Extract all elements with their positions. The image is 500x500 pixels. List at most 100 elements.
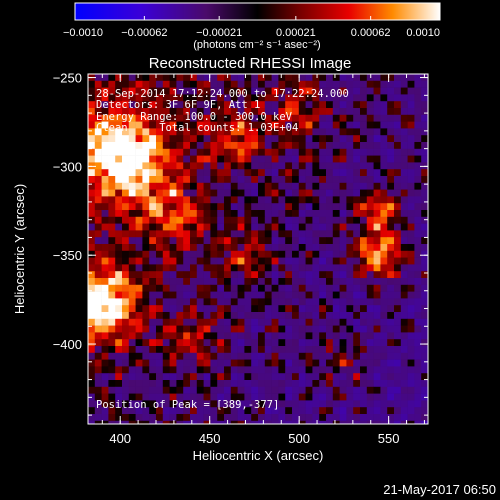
- heatmap-cell: [285, 284, 293, 292]
- heatmap-cell: [373, 210, 381, 218]
- heatmap-cell: [94, 352, 102, 360]
- heatmap-cell: [128, 176, 136, 184]
- heatmap-cell: [332, 257, 340, 265]
- heatmap-cell: [94, 312, 102, 320]
- heatmap-cell: [217, 298, 225, 306]
- heatmap-cell: [421, 80, 428, 88]
- heatmap-cell: [230, 346, 238, 354]
- heatmap-cell: [400, 196, 408, 204]
- heatmap-cell: [285, 414, 293, 422]
- heatmap-cell: [387, 250, 395, 258]
- heatmap-cell: [230, 380, 238, 388]
- heatmap-cell: [230, 216, 238, 224]
- heatmap-cell: [353, 237, 361, 245]
- heatmap-cell: [258, 182, 266, 190]
- heatmap-cell: [346, 203, 354, 211]
- heatmap-cell: [183, 278, 191, 286]
- heatmap-cell: [326, 414, 334, 422]
- heatmap-cell: [169, 414, 177, 422]
- heatmap-cell: [353, 346, 361, 354]
- heatmap-cell: [94, 114, 102, 122]
- heatmap-cell: [230, 271, 238, 279]
- heatmap-cell: [237, 312, 245, 320]
- heatmap-cell: [332, 142, 340, 150]
- heatmap-cell: [373, 400, 381, 408]
- heatmap-cell: [414, 128, 422, 136]
- heatmap-cell: [305, 155, 313, 163]
- heatmap-cell: [210, 359, 218, 367]
- heatmap-cell: [326, 114, 334, 122]
- heatmap-cell: [196, 366, 204, 374]
- heatmap-cell: [394, 318, 402, 326]
- heatmap-cell: [387, 121, 395, 129]
- heatmap-cell: [326, 101, 334, 109]
- heatmap-cell: [94, 176, 102, 184]
- heatmap-cell: [332, 155, 340, 163]
- heatmap-cell: [339, 108, 347, 116]
- heatmap-cell: [196, 135, 204, 143]
- heatmap-cell: [373, 196, 381, 204]
- heatmap-cell: [230, 114, 238, 122]
- heatmap-cell: [176, 155, 184, 163]
- heatmap-cell: [380, 223, 388, 231]
- heatmap-cell: [156, 318, 164, 326]
- heatmap-cell: [115, 94, 123, 102]
- heatmap-cell: [108, 189, 116, 197]
- heatmap-cell: [244, 420, 252, 424]
- heatmap-cell: [176, 291, 184, 299]
- heatmap-cell: [115, 414, 123, 422]
- heatmap-cell: [394, 176, 402, 184]
- heatmap-cell: [183, 250, 191, 258]
- heatmap-cell: [414, 80, 422, 88]
- heatmap-cell: [88, 298, 96, 306]
- heatmap-cell: [346, 142, 354, 150]
- heatmap-cell: [176, 74, 184, 82]
- heatmap-cell: [217, 332, 225, 340]
- heatmap-cell: [183, 257, 191, 265]
- heatmap-cell: [292, 101, 300, 109]
- heatmap-cell: [394, 230, 402, 238]
- heatmap-cell: [196, 230, 204, 238]
- heatmap-cell: [217, 271, 225, 279]
- heatmap-cell: [264, 325, 272, 333]
- heatmap-cell: [312, 339, 320, 347]
- heatmap-cell: [190, 414, 198, 422]
- heatmap-cell: [319, 257, 327, 265]
- heatmap-cell: [128, 393, 136, 401]
- heatmap-cell: [394, 216, 402, 224]
- x-tick-label: 500: [288, 431, 310, 446]
- heatmap-cell: [142, 114, 150, 122]
- heatmap-cell: [203, 312, 211, 320]
- heatmap-cell: [156, 407, 164, 415]
- heatmap-cell: [387, 346, 395, 354]
- heatmap-cell: [271, 366, 279, 374]
- heatmap-cell: [394, 74, 402, 82]
- heatmap-cell: [421, 407, 428, 415]
- heatmap-cell: [346, 257, 354, 265]
- heatmap-cell: [305, 359, 313, 367]
- heatmap-cell: [183, 312, 191, 320]
- heatmap-cell: [414, 325, 422, 333]
- heatmap-cell: [196, 121, 204, 129]
- heatmap-cell: [203, 148, 211, 156]
- heatmap-cell: [312, 230, 320, 238]
- heatmap-cell: [183, 182, 191, 190]
- heatmap-cell: [101, 298, 109, 306]
- heatmap-cell: [108, 359, 116, 367]
- heatmap-cell: [101, 203, 109, 211]
- heatmap-cell: [162, 108, 170, 116]
- heatmap-cell: [196, 291, 204, 299]
- heatmap-cell: [292, 339, 300, 347]
- heatmap-cell: [400, 366, 408, 374]
- heatmap-cell: [108, 278, 116, 286]
- heatmap-cell: [169, 373, 177, 381]
- heatmap-cell: [190, 366, 198, 374]
- heatmap-cell: [224, 216, 232, 224]
- heatmap-cell: [346, 332, 354, 340]
- heatmap-cell: [224, 230, 232, 238]
- heatmap-cell: [122, 318, 130, 326]
- heatmap-cell: [373, 148, 381, 156]
- heatmap-cell: [326, 162, 334, 170]
- heatmap-cell: [217, 148, 225, 156]
- heatmap-cell: [332, 250, 340, 258]
